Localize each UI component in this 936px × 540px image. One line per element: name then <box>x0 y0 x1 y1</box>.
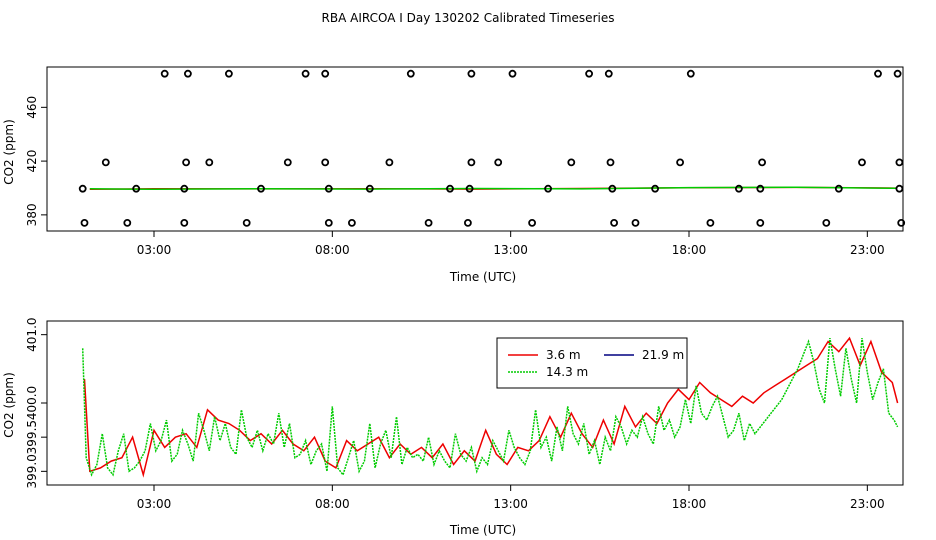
scatter-point <box>467 69 476 78</box>
scatter-point <box>467 158 476 167</box>
scatter-point <box>585 69 593 78</box>
scatter-point <box>834 184 843 193</box>
top-plot-frame <box>46 66 904 232</box>
scatter-point <box>893 69 902 78</box>
scatter-point <box>822 218 831 227</box>
scatter-point <box>132 184 141 193</box>
legend-label-14-3m: 14.3 m <box>546 365 588 379</box>
scatter-point <box>676 158 684 167</box>
top-x-tick-label: 08:00 <box>315 243 350 257</box>
scatter-point <box>80 218 89 227</box>
top-x-tick-label: 03:00 <box>137 243 172 257</box>
scatter-point <box>895 158 904 167</box>
scatter-point <box>205 158 214 167</box>
scatter-point <box>180 218 189 227</box>
top-x-axis-label: Time (UTC) <box>449 270 516 284</box>
scatter-point <box>735 184 743 193</box>
scatter-point <box>758 158 766 167</box>
scatter-point <box>508 69 517 78</box>
bottom-x-axis: 03:00 08:00 13:00 18:00 23:00 <box>137 485 885 511</box>
scatter-point <box>180 184 189 193</box>
scatter-point <box>365 184 374 193</box>
legend-label-21-9m: 21.9 m <box>642 348 684 362</box>
bottom-series-line-3-6-m <box>83 336 899 478</box>
top-y-axis: 380 420 460 <box>25 96 47 226</box>
bot-y-tick-label: 400.0 <box>25 386 39 420</box>
bottom-x-axis-label: Time (UTC) <box>449 523 516 537</box>
bottom-panel: 03:00 08:00 13:00 18:00 23:00 399.0399.5400.… <box>2 317 904 537</box>
scatter-point <box>494 158 503 167</box>
scatter-point <box>567 158 576 167</box>
scatter-point <box>224 69 233 78</box>
bot-x-tick-label: 08:00 <box>315 497 350 511</box>
bot-y-tick-label: 401.0 <box>25 317 39 351</box>
top-y-tick-label: 460 <box>25 96 39 119</box>
scatter-point <box>465 184 474 193</box>
scatter-point <box>756 218 765 227</box>
scatter-point <box>424 218 433 227</box>
scatter-point <box>257 184 265 193</box>
scatter-point <box>78 184 87 193</box>
scatter-point <box>385 158 394 167</box>
top-x-tick-label: 23:00 <box>850 243 885 257</box>
scatter-point <box>608 184 617 193</box>
scatter-point <box>324 218 333 227</box>
scatter-point <box>686 69 695 78</box>
scatter-point <box>182 158 191 167</box>
scatter-point <box>446 184 454 193</box>
scatter-point <box>651 184 659 193</box>
top-y-tick-label: 380 <box>25 203 39 226</box>
top-y-axis-label: CO2 (ppm) <box>2 119 16 185</box>
scatter-point <box>544 184 552 193</box>
scatter-point <box>604 69 613 78</box>
scatter-point <box>874 69 882 78</box>
scatter-point <box>606 158 615 167</box>
top-series-lines <box>89 186 896 191</box>
bot-x-tick-label: 13:00 <box>493 497 528 511</box>
top-x-tick-label: 13:00 <box>493 243 528 257</box>
scatter-point <box>321 158 330 167</box>
bottom-series-lines <box>81 336 899 478</box>
legend-box <box>496 337 688 389</box>
scatter-point <box>347 218 356 227</box>
scatter-point <box>895 184 904 193</box>
scatter-point <box>610 218 618 227</box>
scatter-point <box>101 158 110 167</box>
scatter-point <box>756 184 765 193</box>
scatter-point <box>406 69 415 78</box>
scatter-point <box>631 218 640 227</box>
bot-x-tick-label: 03:00 <box>137 497 172 511</box>
top-scatter-points <box>78 69 906 227</box>
top-x-tick-label: 18:00 <box>672 243 707 257</box>
scatter-point <box>283 158 292 167</box>
bottom-series-line-14-3-m <box>81 337 899 477</box>
scatter-point <box>160 69 169 78</box>
scatter-point <box>301 69 310 78</box>
scatter-point <box>242 218 251 227</box>
scatter-point <box>528 218 536 227</box>
top-panel: 03:00 08:00 13:00 18:00 23:00 380 420 460 Time… <box>2 66 906 284</box>
top-series-line-14-3-m <box>89 186 896 191</box>
scatter-point <box>183 69 192 78</box>
bot-x-tick-label: 18:00 <box>672 497 707 511</box>
top-y-tick-label: 420 <box>25 150 39 173</box>
scatter-point <box>123 218 132 227</box>
scatter-point <box>324 184 333 193</box>
top-x-axis: 03:00 08:00 13:00 18:00 23:00 <box>137 231 885 257</box>
scatter-point <box>706 218 715 227</box>
scatter-point <box>897 218 906 227</box>
bot-y-tick-label: 399.5 <box>25 420 39 454</box>
scatter-point <box>463 218 472 227</box>
legend: 3.6 m 21.9 m 14.3 m <box>496 337 688 389</box>
legend-label-3-6m: 3.6 m <box>546 348 581 362</box>
scatter-point <box>858 158 866 167</box>
figure-title: RBA AIRCOA I Day 130202 Calibrated Times… <box>322 11 615 25</box>
bot-y-tick-label: 399.0 <box>25 454 39 488</box>
bot-x-tick-label: 23:00 <box>850 497 885 511</box>
scatter-point <box>321 69 330 78</box>
bottom-y-axis-label: CO2 (ppm) <box>2 372 16 438</box>
